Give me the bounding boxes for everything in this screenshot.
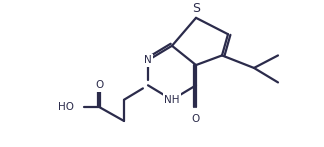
Text: S: S: [192, 2, 200, 15]
Text: HO: HO: [58, 102, 74, 112]
Text: O: O: [192, 114, 200, 124]
Text: NH: NH: [164, 95, 180, 105]
Text: N: N: [144, 55, 152, 65]
Text: O: O: [96, 80, 104, 90]
